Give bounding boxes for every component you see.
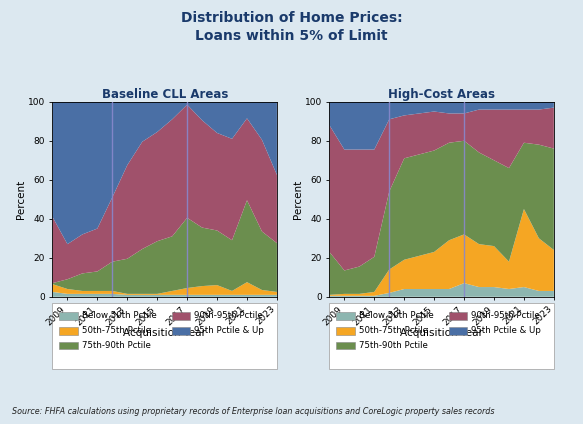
Text: Below 50th Pctile: Below 50th Pctile bbox=[359, 311, 433, 320]
Text: 75th-90th Pctile: 75th-90th Pctile bbox=[359, 340, 427, 350]
Text: 90th-95th Pctile: 90th-95th Pctile bbox=[194, 311, 262, 320]
X-axis label: Acquisition Year: Acquisition Year bbox=[400, 328, 483, 338]
Title: High-Cost Areas: High-Cost Areas bbox=[388, 88, 495, 100]
Text: 75th-90th Pctile: 75th-90th Pctile bbox=[82, 340, 150, 350]
X-axis label: Acquisition Year: Acquisition Year bbox=[123, 328, 206, 338]
Y-axis label: Percent: Percent bbox=[293, 180, 303, 219]
Text: 95th Pctile & Up: 95th Pctile & Up bbox=[471, 326, 540, 335]
Text: 90th-95th Pctile: 90th-95th Pctile bbox=[471, 311, 539, 320]
Text: Distribution of Home Prices:
Loans within 5% of Limit: Distribution of Home Prices: Loans withi… bbox=[181, 11, 402, 43]
Text: 95th Pctile & Up: 95th Pctile & Up bbox=[194, 326, 264, 335]
Text: 50th-75th Pctile: 50th-75th Pctile bbox=[359, 326, 427, 335]
Text: Source: FHFA calculations using proprietary records of Enterprise loan acquisiti: Source: FHFA calculations using propriet… bbox=[12, 407, 494, 416]
Title: Baseline CLL Areas: Baseline CLL Areas bbox=[101, 88, 228, 100]
Y-axis label: Percent: Percent bbox=[16, 180, 26, 219]
Text: 50th-75th Pctile: 50th-75th Pctile bbox=[82, 326, 150, 335]
Text: Below 50th Pctile: Below 50th Pctile bbox=[82, 311, 156, 320]
